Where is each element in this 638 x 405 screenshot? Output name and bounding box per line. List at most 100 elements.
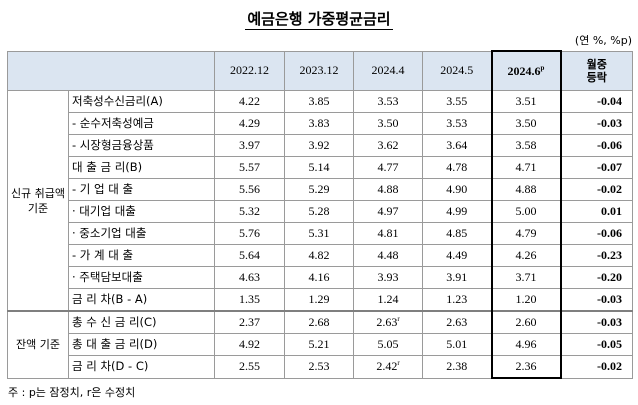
row-label: · 주택담보대출 [68, 266, 215, 289]
table-row: · 중소기업 대출 5.76 5.31 4.81 4.85 4.79 -0.06 [8, 222, 633, 245]
cell-value: 2.42r [353, 355, 423, 379]
row-label: - 순수저축성예금 [68, 112, 215, 135]
cell-value: 4.82 [284, 244, 354, 267]
header-col-5: 2024.6p [490, 50, 562, 91]
table-row: - 가 계 대 출 5.64 4.82 4.48 4.49 4.26 -0.23 [8, 244, 633, 267]
header-col-4: 2024.5 [422, 50, 492, 91]
cell-value: 1.20 [490, 288, 562, 312]
cell-value: 4.99 [422, 200, 492, 223]
row-label: 총 수 신 금 리(C) [68, 310, 215, 334]
cell-value: 1.29 [284, 288, 354, 312]
header-col-3: 2024.4 [353, 50, 423, 91]
cell-value: 4.77 [353, 156, 423, 179]
table-row: 잔액 기준 총 수 신 금 리(C) 2.37 2.68 2.63r 2.63 2.60 -0… [7, 310, 633, 379]
row-label: 저축성수신금리(A) [68, 90, 215, 113]
row-label: 총 대 출 금 리(D) [68, 333, 215, 356]
cell-change: -0.07 [560, 156, 633, 179]
cell-change: -0.03 [560, 310, 633, 334]
cell-value: 4.90 [422, 178, 492, 201]
cell-value: 3.50 [490, 112, 562, 135]
cell-value: 4.88 [353, 178, 423, 201]
cell-value: 3.50 [353, 112, 423, 135]
cell-value: 4.96 [490, 333, 562, 356]
row-label: 대 출 금 리(B) [68, 156, 215, 179]
row-label: · 대기업 대출 [68, 200, 215, 223]
cell-value: 4.48 [353, 244, 423, 267]
cell-change: -0.23 [560, 244, 633, 267]
page-title: 예금은행 가중평균금리 [245, 10, 393, 30]
cell-value: 3.58 [490, 134, 562, 157]
table-row: - 순수저축성예금 4.29 3.83 3.50 3.53 3.50 -0.03 [8, 112, 633, 135]
footnote: 주 : p는 잠정치, r은 수정치 [8, 386, 136, 399]
cell-change: -0.02 [560, 355, 633, 379]
cell-value: 3.91 [422, 266, 492, 289]
cell-value: 4.81 [353, 222, 423, 245]
header-blank [7, 50, 215, 91]
table-header-row: 2022.12 2023.12 2024.4 2024.5 2024.6p 월중… [7, 50, 633, 91]
row-label: · 중소기업 대출 [68, 222, 215, 245]
cell-change: -0.03 [560, 288, 633, 312]
group-balance-label: 잔액 기준 [7, 310, 69, 379]
cell-value: 1.23 [422, 288, 492, 312]
cell-value: 5.76 [214, 222, 285, 245]
table-row: 신규 취급액 기준 저축성수신금리(A) 4.22 3.85 3.53 3.55 3.51-… [7, 90, 633, 312]
cell-value: 4.22 [214, 90, 285, 113]
table-row: · 주택담보대출 4.63 4.16 3.93 3.91 3.71 -0.20 [8, 266, 633, 289]
row-label: - 가 계 대 출 [68, 244, 215, 267]
cell-value: 5.31 [284, 222, 354, 245]
cell-value: 4.88 [490, 178, 562, 201]
cell-value: 4.49 [422, 244, 492, 267]
cell-change: -0.06 [560, 134, 633, 157]
cell-value: 3.83 [284, 112, 354, 135]
cell-value: 5.57 [214, 156, 285, 179]
cell-value: 4.26 [490, 244, 562, 267]
cell-value: 5.29 [284, 178, 354, 201]
cell-value: 4.79 [490, 222, 562, 245]
cell-value: 2.53 [284, 355, 354, 379]
cell-value: 2.36 [490, 355, 562, 379]
cell-value: 5.56 [214, 178, 285, 201]
table-row: · 대기업 대출 5.32 5.28 4.97 4.99 5.00 0.01 [8, 200, 633, 223]
row-label: - 시장형금융상품 [68, 134, 215, 157]
row-label: - 기 업 대 출 [68, 178, 215, 201]
cell-value: 3.92 [284, 134, 354, 157]
cell-value: 2.37 [214, 310, 285, 334]
row-label: 금 리 차(D - C) [68, 355, 215, 379]
cell-value: 5.32 [214, 200, 285, 223]
cell-value: 5.64 [214, 244, 285, 267]
cell-change: -0.03 [560, 112, 633, 135]
row-label: 금 리 차(B - A) [68, 288, 215, 312]
cell-value: 2.68 [284, 310, 354, 334]
cell-value: 3.93 [353, 266, 423, 289]
table-row: 금 리 차(B - A) 1.35 1.29 1.24 1.23 1.20 -0.03 [8, 288, 633, 312]
cell-value: 2.60 [490, 310, 562, 334]
cell-value: 5.01 [422, 333, 492, 356]
cell-value: 5.28 [284, 200, 354, 223]
cell-value: 3.53 [353, 90, 423, 113]
cell-value: 1.35 [214, 288, 285, 312]
cell-value: 5.05 [353, 333, 423, 356]
table-row: - 시장형금융상품 3.97 3.92 3.62 3.64 3.58 -0.06 [8, 134, 633, 157]
cell-value: 2.55 [214, 355, 285, 379]
cell-value: 2.38 [422, 355, 492, 379]
table-row: 총 대 출 금 리(D) 4.92 5.21 5.05 5.01 4.96 -0.05 [8, 333, 633, 356]
cell-change: -0.20 [560, 266, 633, 289]
cell-change: -0.02 [560, 178, 633, 201]
cell-value: 4.16 [284, 266, 354, 289]
cell-value: 2.63 [422, 310, 492, 334]
cell-change: -0.04 [560, 90, 633, 113]
cell-value: 4.92 [214, 333, 285, 356]
cell-value: 5.00 [490, 200, 562, 223]
cell-change: -0.06 [560, 222, 633, 245]
table-row: 대 출 금 리(B) 5.57 5.14 4.77 4.78 4.71 -0.07 [8, 156, 633, 179]
cell-value: 4.29 [214, 112, 285, 135]
cell-value: 4.71 [490, 156, 562, 179]
header-col-1: 2022.12 [214, 50, 285, 91]
cell-value: 3.71 [490, 266, 562, 289]
unit-label: (연 %, %p) [574, 34, 632, 47]
cell-value: 5.21 [284, 333, 354, 356]
cell-value: 1.24 [353, 288, 423, 312]
cell-value: 4.63 [214, 266, 285, 289]
table-row: - 기 업 대 출 5.56 5.29 4.88 4.90 4.88 -0.02 [8, 178, 633, 201]
group-new-label: 신규 취급액 기준 [7, 90, 69, 312]
